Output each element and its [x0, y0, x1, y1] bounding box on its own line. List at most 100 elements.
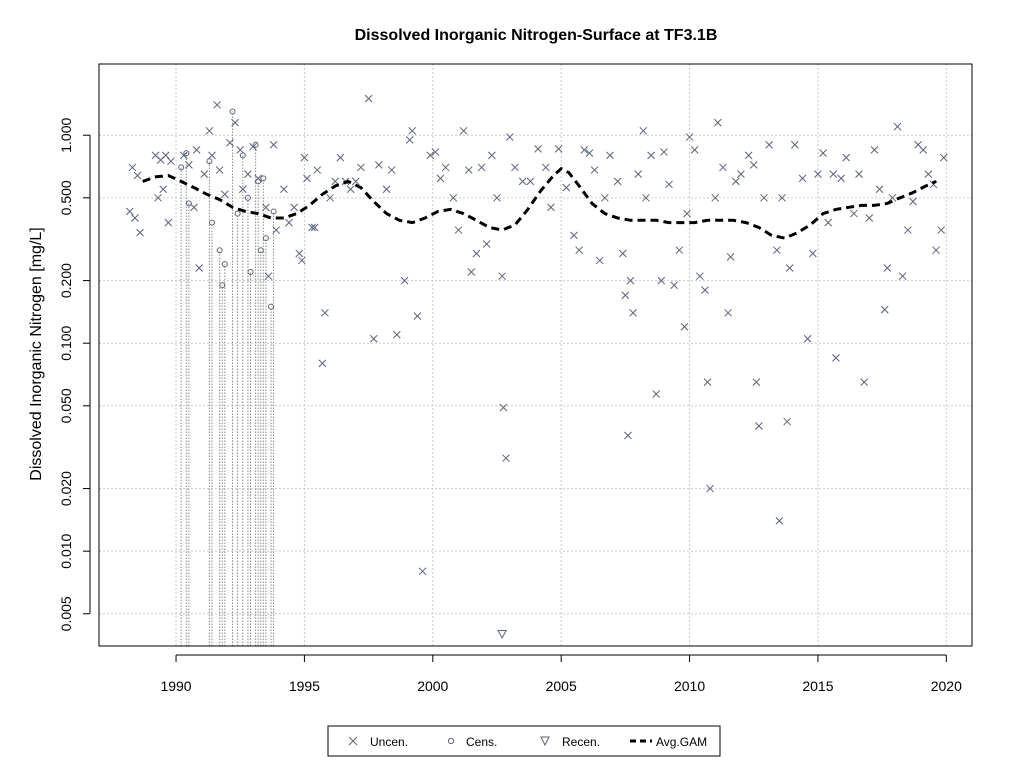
uncensored-point	[272, 226, 281, 234]
x-axis: 1990 1995 2000 2005 2010 2015 2020	[160, 654, 962, 694]
censored-point	[229, 108, 236, 115]
uncensored-point	[547, 203, 555, 212]
uncensored-point	[295, 249, 304, 258]
x-tick-label: 2000	[417, 678, 448, 694]
uncensored-point	[752, 378, 761, 386]
y-tick-label: 0.100	[58, 325, 74, 360]
uncensored-point	[262, 203, 270, 212]
uncensored-point	[408, 126, 417, 135]
uncensored-point	[236, 146, 245, 154]
uncensored-point	[200, 170, 209, 178]
uncensored-point	[660, 148, 668, 156]
uncensored-point	[919, 146, 928, 154]
uncensored-point	[125, 207, 134, 216]
recensored-point	[497, 629, 507, 640]
uncensored-point	[554, 144, 563, 153]
uncensored-point	[731, 177, 740, 186]
uncensored-point	[290, 203, 298, 212]
uncensored-point	[431, 148, 440, 156]
uncensored-point	[226, 138, 234, 147]
uncensored-point	[238, 185, 247, 194]
uncensored-point	[932, 246, 940, 255]
legend-uncen-icon	[348, 736, 358, 746]
uncensored-point	[670, 281, 679, 290]
uncensored-point	[192, 146, 201, 154]
uncensored-point	[459, 126, 468, 135]
uncensored-point	[511, 163, 519, 172]
y-tick-label: 0.010	[58, 533, 74, 568]
uncensored-point	[749, 161, 758, 169]
x-tick-label: 2005	[546, 678, 577, 694]
plot-frame	[98, 63, 973, 647]
uncensored-point	[683, 209, 691, 218]
uncensored-point	[595, 256, 604, 265]
censored-point	[183, 150, 190, 157]
y-axis-label: Dissolved Inorganic Nitrogen [mg/L]	[28, 227, 45, 480]
gam-line-group	[142, 166, 937, 240]
legend-item-uncen: Uncen.	[348, 735, 408, 749]
uncensored-point	[493, 193, 501, 202]
uncensored-point	[534, 144, 542, 153]
uncensored-point	[449, 193, 458, 202]
legend-cens-icon	[447, 737, 455, 745]
uncensored-point	[400, 276, 409, 285]
uncensored-point	[128, 163, 137, 172]
uncensored-point	[898, 272, 907, 281]
uncensored-point	[829, 170, 838, 178]
uncensored-point	[634, 170, 643, 178]
gam-line	[142, 166, 937, 240]
x-tick-label: 2020	[931, 678, 962, 694]
uncensored-point	[382, 185, 391, 194]
uncensored-point	[883, 264, 892, 272]
uncensored-point	[297, 256, 306, 265]
uncensored-point	[726, 253, 735, 261]
uncensored-point	[819, 149, 827, 157]
gridlines	[99, 64, 972, 646]
uncensored-point	[231, 118, 239, 127]
uncensored-point	[215, 166, 224, 174]
uncensored-point	[639, 126, 648, 135]
uncensored-point	[580, 146, 589, 154]
uncensored-point	[472, 249, 481, 258]
uncensored-point	[590, 166, 599, 174]
x-tick-label: 2015	[802, 678, 833, 694]
uncensored-point	[621, 291, 630, 300]
uncensored-point	[364, 94, 373, 103]
uncensored-point	[924, 170, 933, 178]
uncensored-point	[939, 153, 948, 162]
legend-item-gam: Avg.GAM	[630, 735, 707, 749]
uncensored-point	[467, 268, 476, 276]
uncensored-point	[346, 185, 355, 194]
uncensored-point	[837, 174, 845, 183]
uncensored-point	[313, 166, 322, 174]
uncensored-point	[321, 308, 329, 317]
uncensored-point	[665, 180, 673, 189]
uncensored-point	[755, 422, 763, 430]
uncensored-point	[454, 226, 463, 234]
uncensored-point	[893, 122, 902, 131]
uncensored-point	[464, 166, 473, 174]
censored-point	[255, 178, 262, 185]
censored-point	[234, 210, 241, 217]
uncensored-point	[629, 308, 637, 317]
uncensored-point	[502, 454, 510, 463]
uncensored-point	[585, 149, 594, 157]
uncensored-point	[695, 272, 704, 281]
uncensored-point	[499, 403, 508, 412]
uncensored-point	[244, 170, 252, 178]
y-tick-label: 1.000	[58, 117, 74, 152]
y-tick-label: 0.500	[58, 180, 74, 215]
censored-point	[185, 200, 192, 207]
legend-recen-label: Recen.	[562, 735, 600, 749]
uncensored-point	[482, 240, 491, 248]
uncensored-point	[280, 185, 288, 194]
uncensored-point	[526, 177, 535, 186]
uncensored-point	[760, 193, 768, 202]
uncensored-point	[562, 183, 571, 192]
legend-box	[327, 725, 721, 757]
uncensored-point	[426, 151, 435, 160]
uncensored-point	[803, 334, 812, 343]
y-axis: 0.005 0.010 0.020 0.050 0.100 0.200 0.500 1.000	[58, 117, 91, 631]
uncensored-point	[208, 151, 216, 160]
